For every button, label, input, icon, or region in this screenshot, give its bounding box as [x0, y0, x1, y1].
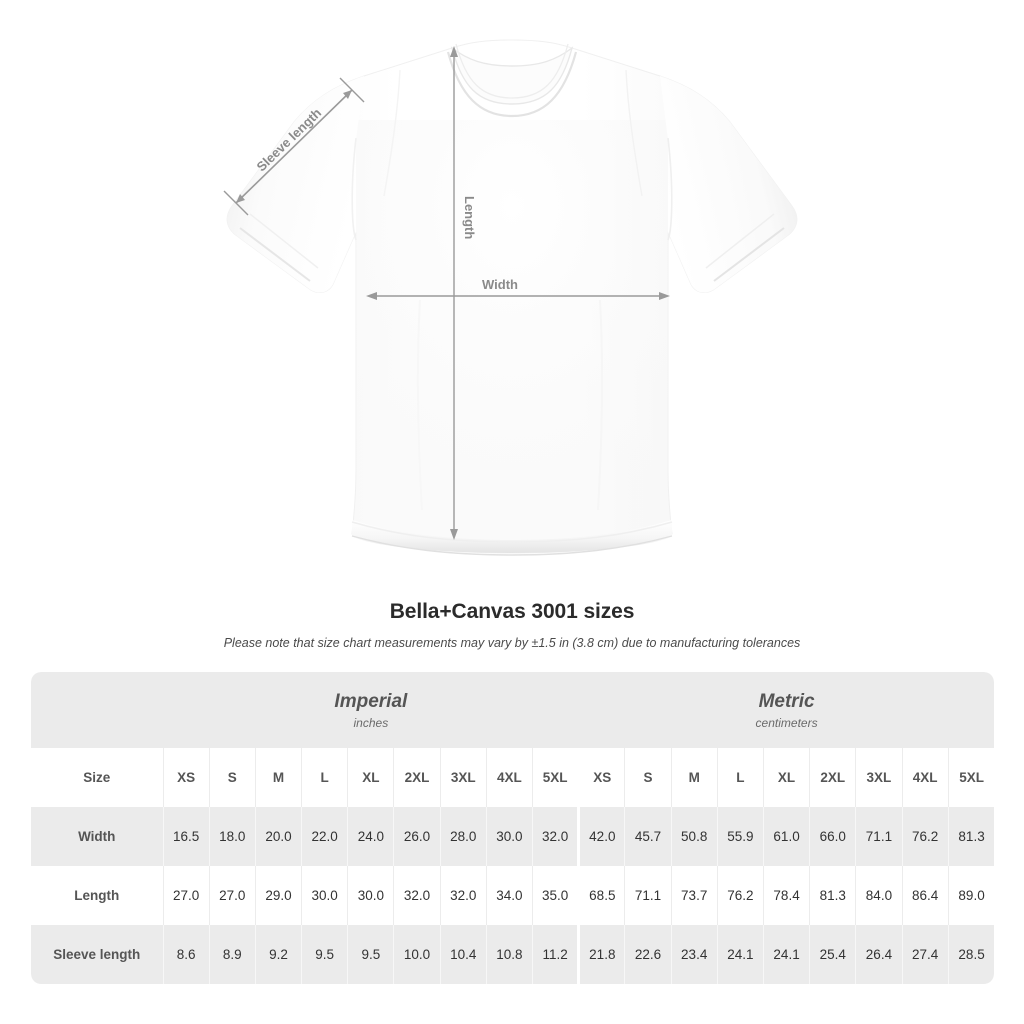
cell-length-met-xs: 68.5	[577, 866, 625, 925]
cell-width-imp-l: 22.0	[301, 807, 348, 866]
cell-sleeve-met-s: 22.6	[624, 925, 672, 984]
cell-length-met-xl: 78.4	[762, 866, 810, 925]
cell-width-met-2xl: 66.0	[809, 807, 856, 866]
size-header-imp-2xl: 2XL	[393, 748, 441, 807]
cell-width-met-m: 50.8	[670, 807, 718, 866]
tshirt-illustration: Sleeve length Length Width	[223, 39, 798, 556]
cell-length-met-5xl: 89.0	[947, 866, 995, 925]
caption-block: Bella+Canvas 3001 sizes Please note that…	[0, 598, 1024, 651]
cell-sleeve-met-m: 23.4	[670, 925, 718, 984]
size-chart-table: Imperial inches Metric centimeters Size …	[31, 672, 995, 984]
cell-length-imp-2xl: 32.0	[393, 866, 441, 925]
cell-length-imp-m: 29.0	[254, 866, 302, 925]
tshirt-diagram: Sleeve length Length Width	[223, 39, 798, 556]
size-header-row: Size XS S M L XL 2XL 3XL 4XL 5XL XS S M …	[31, 748, 995, 807]
size-header-met-l: L	[716, 748, 764, 807]
row-label-sleeve-length: Sleeve length	[31, 925, 163, 984]
cell-width-imp-4xl: 30.0	[485, 807, 533, 866]
size-header-met-3xl: 3XL	[855, 748, 903, 807]
width-annotation: Width	[366, 277, 670, 300]
cell-width-imp-xl: 24.0	[347, 807, 394, 866]
size-header-imp-4xl: 4XL	[485, 748, 533, 807]
size-header-imp-s: S	[208, 748, 256, 807]
unit-corner-blank	[31, 672, 163, 748]
cell-length-met-s: 71.1	[624, 866, 672, 925]
cell-width-imp-3xl: 28.0	[439, 807, 487, 866]
cell-sleeve-met-3xl: 26.4	[855, 925, 903, 984]
cell-sleeve-met-5xl: 28.5	[947, 925, 995, 984]
cell-length-imp-3xl: 32.0	[439, 866, 487, 925]
cell-sleeve-met-l: 24.1	[716, 925, 764, 984]
size-chart-table-wrap: Imperial inches Metric centimeters Size …	[31, 672, 995, 984]
length-annotation: Length	[450, 46, 477, 540]
cell-width-met-l: 55.9	[716, 807, 764, 866]
size-header-imp-xs: XS	[162, 748, 210, 807]
length-label: Length	[462, 196, 477, 239]
cell-width-imp-2xl: 26.0	[393, 807, 441, 866]
cell-sleeve-met-xs: 21.8	[577, 925, 625, 984]
cell-width-met-4xl: 76.2	[901, 807, 949, 866]
size-header-met-4xl: 4XL	[901, 748, 949, 807]
cell-sleeve-imp-l: 9.5	[301, 925, 348, 984]
cell-sleeve-imp-xl: 9.5	[347, 925, 394, 984]
cell-length-imp-4xl: 34.0	[485, 866, 533, 925]
page-title: Bella+Canvas 3001 sizes	[389, 600, 635, 623]
cell-length-imp-s: 27.0	[208, 866, 256, 925]
cell-sleeve-imp-2xl: 10.0	[393, 925, 441, 984]
table-row-width: Width 16.5 18.0 20.0 22.0 24.0 26.0 28.0…	[31, 807, 995, 866]
size-header-imp-5xl: 5XL	[531, 748, 579, 807]
cell-sleeve-imp-4xl: 10.8	[485, 925, 533, 984]
cell-sleeve-met-4xl: 27.4	[901, 925, 949, 984]
table-row-sleeve-length: Sleeve length 8.6 8.9 9.2 9.5 9.5 10.0 1…	[31, 925, 995, 984]
unit-group-metric: Metric centimeters	[578, 672, 995, 748]
cell-length-met-l: 76.2	[716, 866, 764, 925]
size-header-met-2xl: 2XL	[809, 748, 856, 807]
cell-length-met-3xl: 84.0	[855, 866, 903, 925]
unit-group-imperial-name: Imperial	[334, 690, 408, 712]
cell-width-met-5xl: 81.3	[947, 807, 995, 866]
cell-length-met-2xl: 81.3	[809, 866, 856, 925]
cell-length-imp-l: 30.0	[301, 866, 348, 925]
cell-length-met-4xl: 86.4	[901, 866, 949, 925]
cell-width-imp-m: 20.0	[254, 807, 302, 866]
cell-sleeve-imp-3xl: 10.4	[439, 925, 487, 984]
cell-width-met-3xl: 71.1	[855, 807, 903, 866]
size-header-met-5xl: 5XL	[947, 748, 995, 807]
size-header-met-s: S	[624, 748, 672, 807]
size-corner-label: Size	[31, 748, 163, 807]
cell-length-imp-xs: 27.0	[162, 866, 210, 925]
size-header-imp-xl: XL	[347, 748, 394, 807]
row-label-width: Width	[31, 807, 163, 866]
cell-sleeve-imp-s: 8.9	[208, 925, 256, 984]
cell-width-met-xl: 61.0	[762, 807, 810, 866]
cell-length-imp-5xl: 35.0	[531, 866, 579, 925]
table-row-length: Length 27.0 27.0 29.0 30.0 30.0 32.0 32.…	[31, 866, 995, 925]
cell-sleeve-imp-m: 9.2	[254, 925, 302, 984]
cell-width-imp-xs: 16.5	[162, 807, 210, 866]
size-header-met-xl: XL	[762, 748, 810, 807]
unit-group-metric-sub: centimeters	[755, 715, 818, 730]
size-header-imp-m: M	[254, 748, 302, 807]
cell-sleeve-imp-5xl: 11.2	[531, 925, 579, 984]
cell-sleeve-imp-xs: 8.6	[162, 925, 210, 984]
unit-group-row: Imperial inches Metric centimeters	[31, 672, 995, 748]
cell-length-imp-xl: 30.0	[347, 866, 394, 925]
unit-group-imperial: Imperial inches	[163, 672, 579, 748]
cell-sleeve-met-xl: 24.1	[762, 925, 810, 984]
cell-width-imp-5xl: 32.0	[531, 807, 579, 866]
size-header-imp-l: L	[301, 748, 348, 807]
size-header-imp-3xl: 3XL	[439, 748, 487, 807]
size-header-met-m: M	[670, 748, 718, 807]
cell-width-met-xs: 42.0	[577, 807, 625, 866]
cell-length-met-m: 73.7	[670, 866, 718, 925]
unit-group-metric-name: Metric	[758, 690, 815, 712]
unit-group-imperial-sub: inches	[353, 715, 389, 730]
cell-width-met-s: 45.7	[624, 807, 672, 866]
row-label-length: Length	[31, 866, 163, 925]
size-header-met-xs: XS	[577, 748, 625, 807]
cell-width-imp-s: 18.0	[208, 807, 256, 866]
tolerance-note: Please note that size chart measurements…	[223, 636, 801, 650]
cell-sleeve-met-2xl: 25.4	[809, 925, 856, 984]
width-label: Width	[482, 277, 518, 292]
